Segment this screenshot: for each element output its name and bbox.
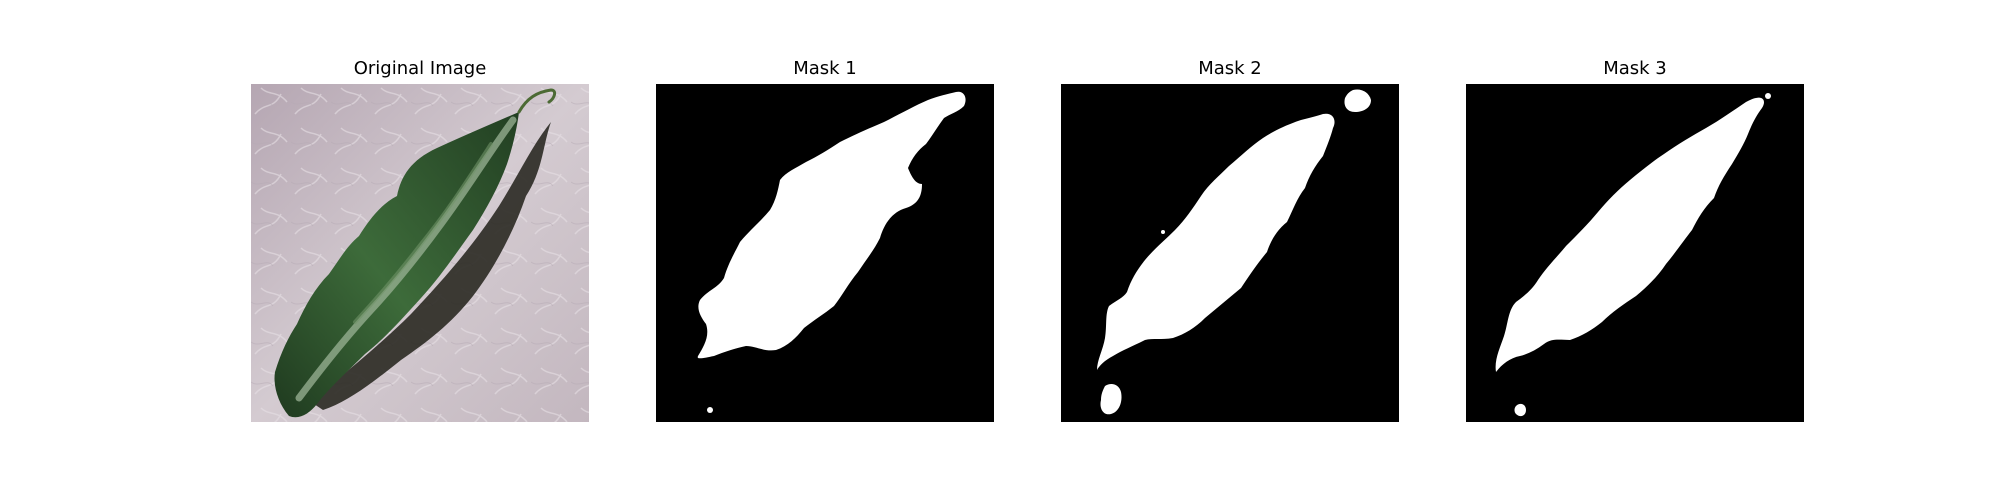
panel-title: Mask 2 — [1198, 58, 1262, 79]
mask-region — [1097, 113, 1335, 371]
panel-title: Mask 1 — [793, 58, 857, 79]
leaf-midrib — [295, 116, 517, 402]
panel-mask-3: Mask 3 — [1466, 0, 1804, 500]
leaf — [274, 112, 519, 418]
panel-mask-1: Mask 1 — [656, 0, 994, 500]
mask-1-image — [656, 84, 994, 422]
mask-blob — [1514, 403, 1526, 417]
mask-blob — [1100, 384, 1122, 415]
original-leaf-photo — [251, 84, 589, 422]
mask-speck — [1765, 93, 1771, 99]
mask-3-image — [1466, 84, 1804, 422]
mask-speck — [1161, 230, 1165, 234]
leaf-stem — [517, 88, 557, 114]
panel-title: Mask 3 — [1603, 58, 1667, 79]
panel-title: Original Image — [353, 58, 487, 79]
panel-mask-2: Mask 2 — [1061, 0, 1399, 500]
mask-region — [697, 91, 966, 359]
panel-original-image: Original Image — [251, 0, 589, 500]
mask-blob — [1344, 89, 1371, 112]
mask-speck — [707, 407, 713, 413]
mask-2-image — [1061, 84, 1399, 422]
mask-region — [1495, 97, 1764, 372]
